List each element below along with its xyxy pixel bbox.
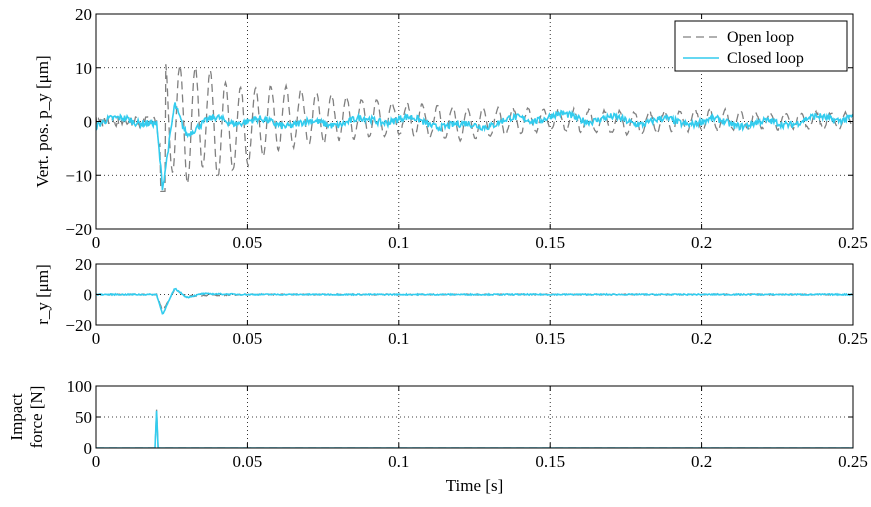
y-tick-label: −20 — [65, 220, 92, 239]
series-group — [96, 409, 853, 448]
y-tick-label: −20 — [65, 316, 92, 335]
x-tick-label: 0 — [92, 329, 101, 348]
legend-label: Open loop — [727, 29, 794, 46]
x-tick-label: 0.1 — [388, 452, 409, 471]
panel-1: 0 0.05 0.1 0.15 0.2 0.25 20 10 0 −10 −20 Vert. pos.… — [33, 5, 868, 252]
legend: Open loop Closed loop — [674, 20, 848, 72]
x-tick-label: 0.25 — [838, 452, 868, 471]
series-line-series-1 — [96, 409, 853, 448]
y-axis-label: Vert. pos. p_y [μm] — [33, 55, 52, 187]
y-axis-label: r_y [μm] — [33, 264, 52, 325]
series-line-series-2 — [96, 410, 853, 448]
x-tick-label: 0.15 — [535, 233, 565, 252]
series-group — [96, 287, 853, 315]
x-tick-label: 0.25 — [838, 233, 868, 252]
series-line-closed-loop — [96, 102, 853, 191]
series-line-series-2 — [96, 287, 853, 315]
y-axis-label: Impact — [7, 393, 26, 440]
y-tick-label: 0 — [84, 113, 93, 132]
x-tick-label: 0 — [92, 233, 101, 252]
y-tick-label: 100 — [67, 377, 93, 396]
legend-box — [674, 20, 848, 72]
x-tick-label: 0.05 — [233, 233, 263, 252]
x-tick-label: 0.05 — [233, 452, 263, 471]
y-tick-label: 0 — [84, 439, 93, 458]
y-tick-label: −10 — [65, 166, 92, 185]
x-tick-label: 0.15 — [535, 452, 565, 471]
x-tick-label: 0.2 — [691, 329, 712, 348]
x-tick-label: 0.15 — [535, 329, 565, 348]
x-tick-label: 0.25 — [838, 329, 868, 348]
x-tick-label: 0.1 — [388, 329, 409, 348]
x-tick-label: 0.1 — [388, 233, 409, 252]
y-axis-label: force [N] — [27, 386, 46, 449]
panel-3: 0 0.05 0.1 0.15 0.2 0.25 100 50 0 Impact force [N]… — [7, 377, 868, 495]
x-tick-label: 0.2 — [691, 233, 712, 252]
y-tick-label: 10 — [75, 59, 92, 78]
legend-label: Closed loop — [727, 50, 804, 67]
x-axis-label: Time [s] — [446, 476, 503, 495]
y-tick-label: 50 — [75, 408, 92, 427]
plot-area — [96, 386, 853, 448]
y-tick-label: 0 — [84, 286, 93, 305]
x-tick-label: 0 — [92, 452, 101, 471]
y-tick-label: 20 — [75, 5, 92, 24]
x-tick-label: 0.2 — [691, 452, 712, 471]
x-tick-label: 0.05 — [233, 329, 263, 348]
series-group — [96, 64, 853, 193]
y-tick-label: 20 — [75, 255, 92, 274]
